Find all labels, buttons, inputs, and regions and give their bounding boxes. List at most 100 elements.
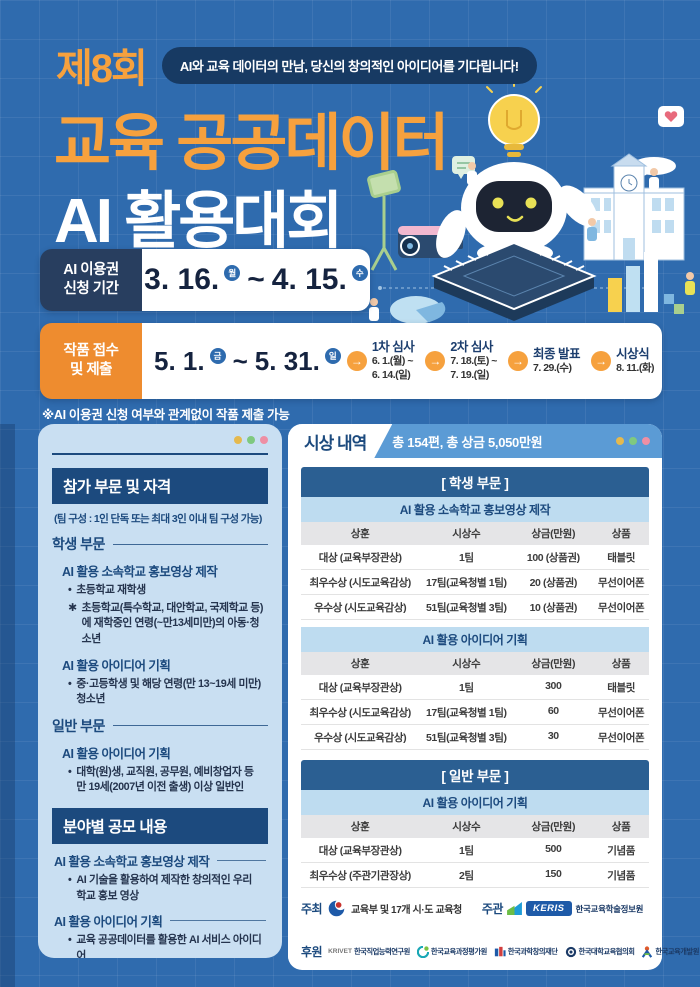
- award-cell: 태블릿: [607, 551, 636, 564]
- decorative-dots: [52, 436, 268, 444]
- sponsor-name: 한국직업능력연구원: [353, 946, 410, 956]
- tagline-pill: AI와 교육 데이터의 만남, 당신의 창의적인 아이디어를 기다립니다!: [161, 46, 537, 84]
- bullet-marker: •: [68, 765, 72, 778]
- arrow-right-icon: →: [346, 351, 367, 371]
- award-row: 최우수상 (시도교육감상) 17팀(교육청별 1팀) 60 무선이어폰: [301, 700, 649, 725]
- award-cell: 30: [547, 729, 559, 742]
- col-header: 상훈: [350, 821, 370, 833]
- table-group-header: [ 학생 부문 ]: [301, 467, 649, 497]
- organizer-name: 한국교육학술정보원: [575, 903, 644, 914]
- submission-dates: 5. 1. 금 ~ 5. 31. 일 → 1차 심사 6. 1.(월) ~ 6.…: [142, 323, 662, 399]
- award-cell: 무선이어폰: [597, 731, 645, 744]
- table-subheader: AI 활용 아이디어 기획: [301, 627, 649, 652]
- bullet-item: • AI 기술을 활용하여 제작한 창의적인 우리 학교 홍보 영상: [68, 873, 264, 904]
- award-cell: 최우수상 (주관기관장상): [309, 869, 412, 882]
- sponsor-krivet: KRIVET 한국직업능력연구원: [328, 947, 410, 957]
- award-cell: 2팀: [458, 869, 474, 882]
- bullet-marker: •: [68, 677, 72, 690]
- subtitle-category-idea: AI 활용 아이디어 기획: [54, 911, 266, 930]
- subtitle-general-idea: AI 활용 아이디어 기획: [62, 746, 171, 761]
- section-header-categories: 분야별 공모 내용: [52, 808, 268, 845]
- award-cell: 대상 (교육부장관상): [318, 681, 402, 694]
- col-header: 상품: [611, 528, 631, 540]
- table-column-headers: 상훈 시상수 상금(만원) 상품: [301, 652, 649, 675]
- submission-label-line1: 작품 접수: [63, 343, 119, 360]
- left-edge-strip: [0, 424, 15, 987]
- kcue-logo: [565, 946, 576, 957]
- col-header: 상금(만원): [531, 528, 576, 540]
- submission-label-line2: 및 제출: [69, 362, 113, 378]
- timeline-step: → 시상식 8. 11.(화): [591, 346, 654, 376]
- voucher-start-day-badge: 월: [224, 265, 241, 281]
- decorative-dots: [616, 437, 650, 445]
- arrow-right-icon: →: [425, 351, 446, 371]
- col-header: 상품: [611, 821, 631, 833]
- award-row: 최우수상 (시도교육감상) 17팀(교육청별 1팀) 20 (상품권) 무선이어…: [301, 570, 649, 595]
- table-rows: 대상 (교육부장관상) 1팀 300 태블릿 최우수상 (시도교육감상) 17팀…: [301, 675, 649, 750]
- kedi-logo: [642, 945, 653, 958]
- sponsor-name: 한국교육개발원: [655, 946, 699, 956]
- award-row: 대상 (교육부장관상) 1팀 300 태블릿: [301, 675, 649, 700]
- group-title-general: 일반 부문: [52, 716, 268, 736]
- bullet-marker: •: [68, 934, 72, 947]
- award-cell: 무선이어폰: [597, 601, 645, 614]
- award-cell: 1팀: [458, 551, 474, 564]
- award-cell: 150: [545, 867, 562, 880]
- studio-light-illustration: [367, 170, 401, 271]
- sponsor-kedi: 한국교육개발원: [641, 945, 699, 958]
- sponsor-kofac: 한국과학창의재단: [494, 946, 558, 958]
- step-title: 2차 심사: [450, 340, 493, 355]
- bullet-item: • 교육 공공데이터를 활용한 AI 서비스 아이디어: [68, 933, 264, 958]
- voucher-label-line1: AI 이용권: [63, 262, 119, 279]
- voucher-end-day-badge: 수: [351, 265, 368, 281]
- award-cell: 60: [547, 704, 559, 717]
- award-cell: 기념품: [607, 869, 636, 882]
- divider: [52, 453, 268, 455]
- award-cell: 500: [545, 842, 562, 855]
- host-name: 교육부 및 17개 시·도 교육청: [351, 905, 462, 916]
- sponsor-label: 후원: [301, 945, 323, 959]
- submission-end-date: 5. 31.: [254, 345, 320, 376]
- step-date-line1: 6. 1.(월) ~: [371, 355, 414, 368]
- award-cell: 10 (상품권): [529, 601, 578, 614]
- award-cell: 우수상 (시도교육감상): [314, 601, 407, 614]
- keris-badge: KERIS: [525, 901, 572, 916]
- dot-yellow: [234, 436, 242, 444]
- heart-bubble-icon: [658, 106, 684, 127]
- voucher-period-banner: AI 이용권 신청 기간 3. 16. 월 ~ 4. 15. 수: [40, 249, 370, 311]
- timeline-steps: → 1차 심사 6. 1.(월) ~ 6. 14.(일) → 2차 심사 7. …: [346, 339, 654, 383]
- col-header: 시상수: [452, 658, 481, 670]
- col-header: 상금(만원): [531, 821, 576, 833]
- school-building-illustration: [583, 153, 685, 261]
- bullet-marker: ✱: [68, 601, 77, 614]
- bullet-marker: •: [68, 874, 72, 887]
- submission-banner-label: 작품 접수 및 제출: [40, 323, 142, 399]
- voucher-label-line2: 신청 기간: [63, 281, 119, 297]
- sponsor-name: 한국과학창의재단: [507, 946, 558, 956]
- bullet-text: 중·고등학생 및 해당 연령(만 13~19세 미만) 청소년: [76, 677, 261, 706]
- keris-mark: [507, 902, 522, 915]
- timeline-step: → 1차 심사 6. 1.(월) ~ 6. 14.(일): [346, 339, 415, 383]
- submission-period-banner: 작품 접수 및 제출 5. 1. 금 ~ 5. 31. 일 → 1차 심사 6.…: [40, 323, 662, 399]
- col-header: 시상수: [452, 821, 481, 833]
- arrow-right-icon: →: [508, 350, 529, 371]
- submission-end-day-badge: 일: [324, 347, 341, 364]
- award-cell: 대상 (교육부장관상): [318, 844, 402, 857]
- step-date-line1: 7. 29.(수): [533, 362, 572, 375]
- award-cell: 무선이어폰: [597, 706, 645, 719]
- bullet-text: AI 기술을 활용하여 제작한 창의적인 우리 학교 홍보 영상: [76, 874, 252, 902]
- dot-pink: [260, 436, 268, 444]
- col-header: 상훈: [350, 658, 370, 670]
- hero-illustration: [367, 80, 695, 332]
- step-title: 최종 발표: [533, 347, 580, 362]
- col-header: 상금(만원): [531, 658, 576, 670]
- lightbulb-icon: [486, 80, 542, 157]
- info-sidebar: 참가 부문 및 자격 (팀 구성 : 1인 단독 또는 최대 3인 이내 팀 구…: [38, 424, 282, 958]
- submission-start-date: 5. 1.: [154, 345, 205, 376]
- date-separator: ~: [247, 263, 265, 296]
- bullet-text: 초등학교(특수학교, 대안학교, 국제학교 등)에 재학중인 연령(~만13세미…: [81, 601, 264, 645]
- award-row: 우수상 (시도교육감상) 51팀(교육청별 3팀) 10 (상품권) 무선이어폰: [301, 595, 649, 620]
- table-column-headers: 상훈 시상수 상금(만원) 상품: [301, 522, 649, 545]
- voucher-end-date: 4. 15.: [271, 263, 347, 296]
- table-subheader: AI 활용 아이디어 기획: [301, 790, 649, 815]
